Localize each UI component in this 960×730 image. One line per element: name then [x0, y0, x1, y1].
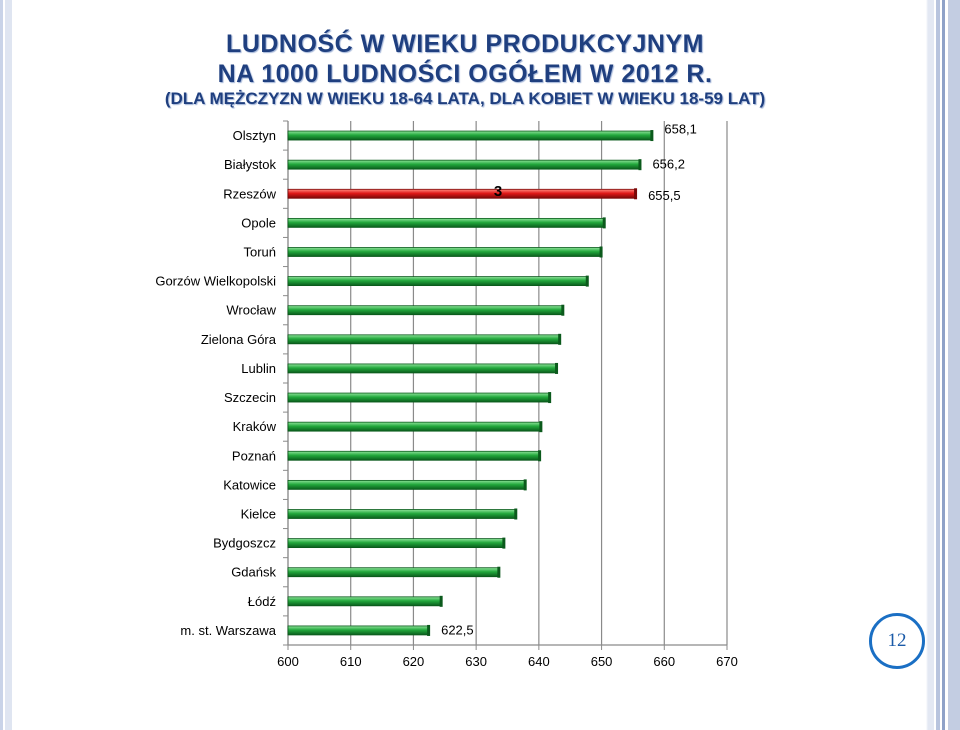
y-category-label: Gorzów Wielkopolski	[155, 274, 276, 289]
slide-right-border	[926, 0, 960, 730]
y-category-label: Toruń	[243, 245, 276, 260]
bar	[287, 276, 589, 287]
x-tick-label: 610	[340, 654, 362, 669]
bar	[287, 392, 551, 403]
x-tick-label: 650	[591, 654, 613, 669]
slide-left-border	[0, 0, 12, 730]
x-tick-label: 640	[528, 654, 550, 669]
bar-end-cap	[558, 333, 562, 345]
bar	[287, 450, 541, 461]
bar	[287, 334, 561, 345]
bar-end-cap	[439, 595, 443, 607]
bar-end-cap	[650, 130, 654, 142]
bar-end-cap	[514, 508, 518, 520]
y-category-label: Wrocław	[226, 303, 276, 318]
x-tick-label: 660	[653, 654, 675, 669]
y-category-label: Katowice	[223, 477, 276, 492]
bar	[287, 130, 653, 141]
data-label: 656,2	[652, 157, 685, 172]
y-category-label: Kraków	[233, 419, 277, 434]
y-category-label: Olsztyn	[233, 128, 276, 143]
bar-end-cap	[538, 450, 542, 462]
bar-end-cap	[427, 624, 431, 636]
chart-title-line-2: NA 1000 LUDNOŚCI OGÓŁEM W 2012 R.	[217, 60, 713, 88]
page-number-badge: 12	[869, 613, 925, 669]
bar-end-cap	[585, 275, 589, 287]
bar	[287, 567, 500, 578]
bar	[287, 363, 558, 374]
bar	[287, 538, 505, 549]
bar-end-cap	[523, 479, 527, 491]
bar-end-cap	[561, 304, 565, 316]
y-category-label: Poznań	[232, 448, 276, 463]
bar-end-cap	[497, 566, 501, 578]
bar-end-cap	[555, 362, 559, 374]
bar-end-cap	[548, 392, 552, 404]
x-tick-label: 620	[403, 654, 425, 669]
bar	[287, 305, 564, 316]
bar	[287, 625, 430, 636]
bar-end-cap	[539, 421, 543, 433]
y-category-label: Łódź	[248, 594, 276, 609]
bar	[287, 217, 606, 228]
y-category-label: Bydgoszcz	[213, 536, 276, 551]
x-tick-label: 600	[277, 654, 299, 669]
bar-highlighted	[287, 188, 637, 199]
bar-end-cap	[599, 246, 603, 258]
chart-title-line-1: LUDNOŚĆ W WIEKU PRODUKCYJNYM	[226, 30, 704, 58]
y-category-label: Opole	[241, 215, 276, 230]
y-category-label: Kielce	[241, 507, 276, 522]
chart-subtitle: (DLA MĘŻCZYZN W WIEKU 18-64 LATA, DLA KO…	[164, 89, 766, 108]
bar	[287, 421, 542, 432]
bar-end-cap	[634, 188, 638, 200]
y-category-label: Szczecin	[224, 390, 276, 405]
rank-annotation: 3	[494, 183, 502, 200]
data-label: 622,5	[441, 622, 474, 637]
bar	[287, 596, 443, 607]
data-label: 655,5	[648, 188, 681, 203]
y-category-label: Lublin	[241, 361, 276, 376]
x-tick-label: 670	[716, 654, 738, 669]
data-label: 658,1	[664, 122, 697, 137]
y-category-label: Rzeszów	[223, 186, 276, 201]
y-category-label: Zielona Góra	[201, 332, 277, 347]
y-category-label: Białystok	[224, 157, 277, 172]
bar	[287, 159, 641, 170]
y-category-label: Gdańsk	[231, 565, 276, 580]
bar-end-cap	[502, 537, 506, 549]
x-tick-label: 630	[465, 654, 487, 669]
bar-end-cap	[638, 159, 642, 171]
bar	[287, 479, 527, 490]
bar	[287, 509, 517, 519]
y-category-label: m. st. Warszawa	[180, 623, 276, 638]
bar-end-cap	[602, 217, 606, 229]
bar	[287, 247, 602, 257]
